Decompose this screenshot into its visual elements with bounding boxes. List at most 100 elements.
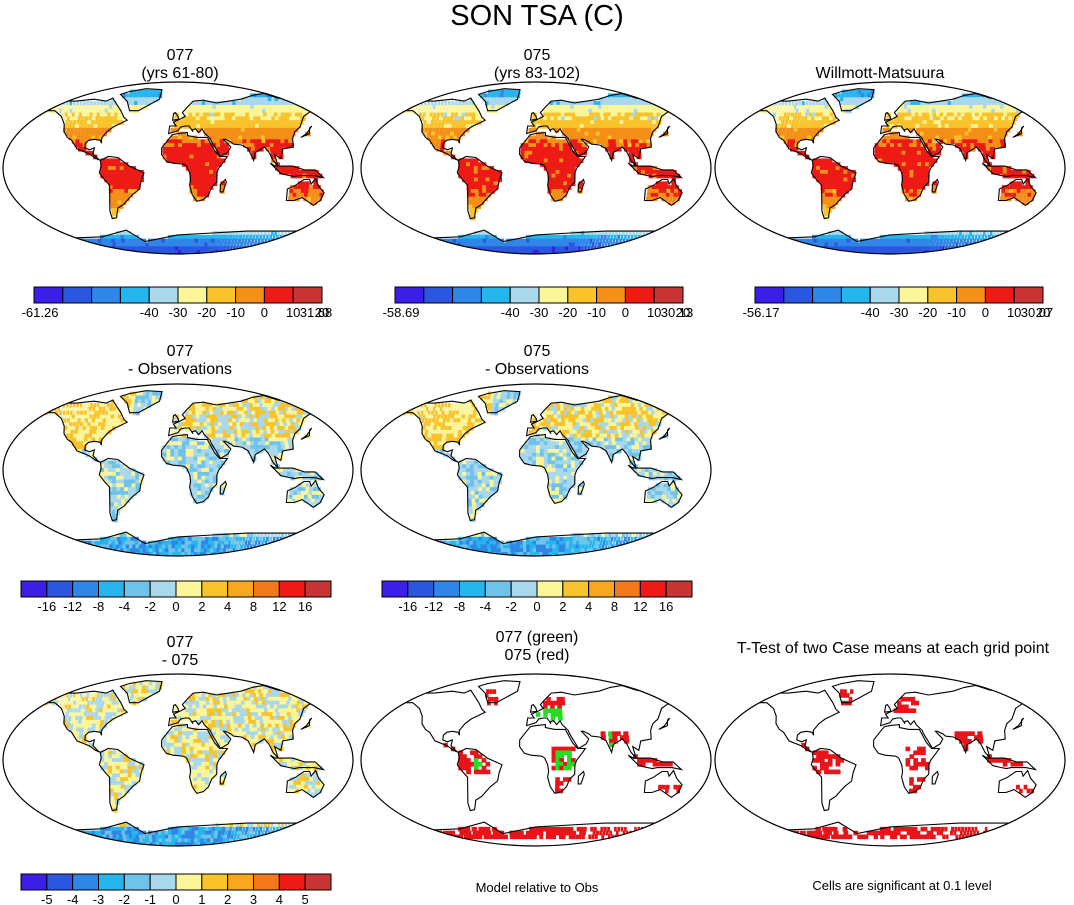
coastline-indonesia (627, 162, 684, 179)
colorbar-swatch (509, 286, 540, 304)
colorbar-swatch (484, 580, 512, 598)
coastline-indonesia (981, 754, 1038, 771)
coastline-eurasia (167, 394, 336, 469)
panel-1-case: 077 (166, 47, 194, 64)
colorbar-tick-label: 4 (224, 599, 231, 614)
coastline-greenland (477, 88, 521, 112)
coastline-africa (519, 723, 587, 795)
coastline-indonesia (981, 162, 1038, 179)
coastline-north-america (390, 97, 487, 161)
colorbar-tick-label: -61.26 (22, 305, 59, 320)
colorbar-tick-label: -58.69 (383, 305, 420, 320)
colorbar-swatch (206, 286, 237, 304)
colorbar-swatch (278, 873, 306, 891)
coastline-indonesia (627, 754, 684, 771)
panel-4-title: 077 - Observations (80, 343, 280, 379)
colorbar-tick-label: 31.68 (300, 305, 333, 320)
colorbar-swatch (480, 286, 511, 304)
coastline-south-america (456, 155, 503, 220)
colorbar-tick-label: -40 (140, 305, 159, 320)
colorbar-tick-label: -8 (454, 599, 466, 614)
colorbar-swatch (927, 286, 958, 304)
coastline-japan (300, 427, 313, 440)
colorbar-swatch (956, 286, 986, 304)
map-border (2, 81, 354, 255)
colorbar-swatch (304, 580, 332, 598)
map-border (714, 673, 1066, 847)
colorbar-swatch (33, 286, 64, 304)
coastline-uk (529, 111, 538, 121)
colorbar-swatch (304, 873, 332, 891)
coastline-uk (171, 703, 180, 713)
panel-9-title: T-Test of two Case means at each grid po… (736, 640, 1050, 657)
coastline-australia (285, 769, 325, 798)
map-border (2, 383, 354, 557)
coastline-indonesia (269, 162, 326, 179)
colorbar-swatch (91, 286, 121, 304)
colorbar-tick-label: 2 (559, 599, 566, 614)
colorbar-swatch (175, 873, 203, 891)
colorbar-tick-label: -2 (119, 892, 131, 905)
panel-5-sub: - Observations (484, 361, 590, 378)
panel-1-years: (yrs 61-80) (141, 65, 219, 82)
coastline-japan (1012, 717, 1025, 730)
coastline-north-america (32, 399, 129, 463)
coastline-eurasia (879, 92, 1048, 167)
coastline-eurasia (525, 92, 694, 167)
coastline-north-america (390, 689, 487, 753)
coastline-africa (161, 433, 229, 505)
colorbar-swatch (46, 580, 74, 598)
panel-2-case: 075 (523, 47, 551, 64)
map-grid-cells (383, 391, 700, 556)
panel-5-case: 075 (523, 343, 551, 360)
coastline-africa (873, 131, 941, 203)
coastline-madagascar (577, 178, 585, 193)
colorbar-swatch (253, 580, 280, 598)
coastline-greenland (119, 390, 163, 414)
coastline-madagascar (577, 480, 585, 495)
colorbar-tick-label: 0 (172, 599, 179, 614)
colorbar-tick-label: -56.17 (743, 305, 780, 320)
colorbar-cb4: -16 -12 -8 -4 -2 0 2 4 8 12 16 (20, 580, 332, 614)
panel-1-title: 077 (yrs 61-80) (80, 47, 280, 83)
colorbar-tick-label: 5 (302, 892, 309, 905)
colorbar-swatch (567, 286, 598, 304)
panel-8-line1: 077 (green) (495, 629, 579, 646)
colorbar-tick-label: 10 (286, 305, 300, 320)
colorbar-swatch (754, 286, 785, 304)
colorbar-swatch (812, 286, 842, 304)
colorbar-tick-label: 0 (172, 892, 179, 905)
coastline-japan (300, 125, 313, 138)
coastline-south-america (98, 155, 145, 220)
colorbar-swatch (119, 286, 150, 304)
colorbar-tick-label: -16 (398, 599, 417, 614)
coastline-australia (997, 769, 1037, 798)
colorbar-swatch (46, 873, 74, 891)
coastline-australia (643, 177, 683, 206)
colorbar-swatch (459, 580, 486, 598)
colorbar-swatch (536, 580, 564, 598)
colorbar-tick-label: 0 (533, 599, 540, 614)
colorbar-tick-label: 4 (585, 599, 592, 614)
colorbar-swatch (292, 286, 323, 304)
coastline-greenland (831, 88, 875, 112)
colorbar-tick-label: -16 (37, 599, 56, 614)
colorbar-swatch (20, 580, 48, 598)
colorbar-swatch (596, 286, 626, 304)
coastlines (23, 88, 345, 254)
coastline-south-america (456, 747, 503, 812)
coastline-madagascar (219, 480, 227, 495)
map-p8 (360, 673, 712, 847)
panel-5-title: 075 - Observations (437, 343, 637, 379)
colorbar-swatch (227, 580, 255, 598)
coastline-madagascar (577, 770, 585, 785)
coastline-japan (300, 717, 313, 730)
coastline-greenland (119, 88, 163, 112)
colorbar-swatch (665, 580, 693, 598)
coastline-greenland (119, 680, 163, 704)
map-border (2, 673, 354, 847)
colorbar-swatch (562, 580, 590, 598)
